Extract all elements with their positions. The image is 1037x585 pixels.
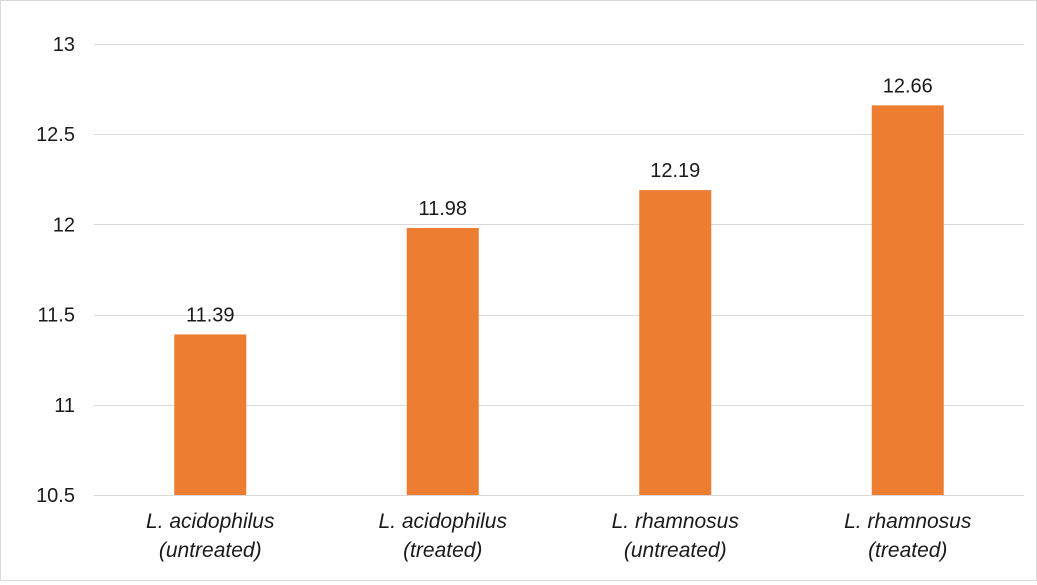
x-category-label: L. rhamnosus (treated) (844, 510, 972, 562)
y-tick-label: 12.5 (36, 124, 75, 146)
bar (871, 105, 944, 495)
y-tick-label: 11 (54, 395, 75, 417)
x-category-label-line: L. rhamnosus (844, 510, 972, 533)
data-label: 12.66 (883, 75, 933, 97)
x-category-label-line: (untreated) (159, 539, 262, 562)
x-category-label-line: (untreated) (624, 539, 727, 562)
x-category-label-line: L. acidophilus (146, 510, 275, 533)
data-label: 11.98 (418, 198, 467, 220)
y-axis-tick-labels: 10.5 11 11.5 12 12.5 13 (36, 34, 75, 507)
x-category-label-line: (treated) (403, 539, 482, 562)
data-labels: 11.39 11.98 12.19 12.66 (186, 75, 933, 326)
bar (174, 334, 247, 495)
data-label: 11.39 (186, 304, 235, 326)
y-tick-label: 12 (53, 214, 75, 236)
x-category-label-line: (treated) (868, 539, 947, 562)
gridlines (94, 44, 1024, 496)
data-label: 12.19 (650, 160, 700, 182)
y-tick-label: 11.5 (38, 305, 75, 327)
x-axis-category-labels: L. acidophilus (untreated) L. acidophilus (… (146, 510, 972, 562)
y-tick-label: 10.5 (36, 485, 75, 507)
x-category-label-line: L. rhamnosus (612, 510, 740, 533)
x-category-label: L. acidophilus (untreated) (146, 510, 275, 562)
x-category-label-line: L. acidophilus (379, 510, 508, 533)
bar (639, 190, 712, 495)
x-category-label: L. rhamnosus (untreated) (612, 510, 740, 562)
bar (406, 228, 479, 495)
y-tick-label: 13 (53, 34, 75, 56)
x-category-label: L. acidophilus (treated) (379, 510, 508, 562)
bars (174, 105, 944, 495)
